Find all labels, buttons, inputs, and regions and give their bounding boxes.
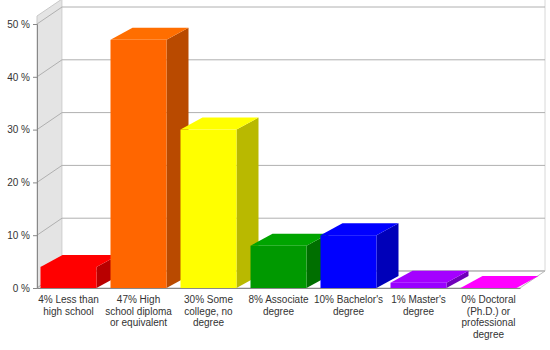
y-tick-mark [33, 235, 37, 236]
x-tick: 1% Master'sdegree [391, 288, 446, 317]
bar-top [321, 223, 399, 235]
y-tick: 0 % [13, 283, 37, 294]
y-tick-label: 0 % [13, 283, 30, 294]
x-axis: 4% Less thanhigh school 47% Highschool di… [38, 288, 521, 340]
bar-front [251, 246, 307, 288]
label-line: school diploma [105, 306, 172, 317]
y-tick-label: 20 % [7, 177, 30, 188]
label-line: 10% Bachelor's [314, 294, 383, 305]
y-tick: 10 % [7, 230, 37, 241]
bar-front [321, 235, 377, 288]
bar-top [391, 271, 469, 283]
bar [41, 255, 119, 288]
label-line: 1% Master's [391, 294, 446, 305]
bar-top [251, 234, 329, 246]
x-tick: 0% Doctoral(Ph.D.) orprofessionaldegree [461, 288, 515, 340]
x-tick-label: 0% Doctoral(Ph.D.) orprofessionaldegree [461, 294, 515, 340]
bar [461, 276, 539, 288]
x-tick: 10% Bachelor'sdegree [314, 288, 383, 317]
label-line: degree [403, 306, 435, 317]
x-tick: 47% Highschool diplomaor equivalent [105, 288, 172, 328]
x-tick-label: 47% Highschool diplomaor equivalent [105, 294, 172, 328]
bar-top [181, 118, 259, 130]
grid-line [37, 7, 545, 24]
y-tick-label: 10 % [7, 230, 30, 241]
x-tick-label: 4% Less thanhigh school [38, 294, 99, 317]
x-tick-label: 10% Bachelor'sdegree [314, 294, 383, 317]
grid [37, 7, 545, 288]
label-line: 30% Some [184, 294, 233, 305]
x-tick-label: 30% Somecollege, nodegree [184, 294, 233, 328]
bar-front [111, 40, 167, 288]
y-tick-mark [33, 182, 37, 183]
x-tick: 4% Less thanhigh school [38, 288, 99, 317]
label-line: degree [263, 306, 295, 317]
label-line: 0% Doctoral [461, 294, 515, 305]
y-tick-mark [33, 24, 37, 25]
y-tick: 40 % [7, 72, 37, 83]
bar-front [181, 130, 237, 288]
x-axis-line [38, 288, 521, 289]
bar [181, 118, 259, 288]
label-line: or equivalent [110, 317, 167, 328]
bar [111, 28, 189, 288]
bar-top [461, 276, 539, 288]
label-line: (Ph.D.) or [467, 306, 511, 317]
y-tick: 30 % [7, 124, 37, 135]
chart: 0 % 10 % 20 % 30 % 40 % 50 % 4% Less thanhigh … [0, 0, 550, 350]
x-tick-label: 1% Master'sdegree [391, 294, 446, 317]
y-tick-mark [33, 288, 37, 289]
background [37, 0, 545, 288]
bar-front [391, 283, 447, 288]
bar [391, 271, 469, 288]
y-tick-mark [33, 130, 37, 131]
bar [321, 223, 399, 288]
x-tick-label: 8% Associatedegree [248, 294, 308, 317]
label-line: professional [462, 317, 516, 328]
label-line: 8% Associate [248, 294, 308, 305]
label-line: degree [193, 317, 225, 328]
bar [251, 234, 329, 288]
label-line: degree [333, 306, 365, 317]
y-axis: 0 % 10 % 20 % 30 % 40 % 50 % [7, 19, 37, 294]
y-tick: 20 % [7, 177, 37, 188]
bar-top [41, 255, 119, 267]
y-tick-mark [33, 77, 37, 78]
bar-front [41, 267, 97, 288]
bars [41, 28, 539, 288]
label-line: college, no [184, 306, 233, 317]
label-line: 4% Less than [38, 294, 99, 305]
y-axis-line [33, 25, 38, 289]
side-wall [37, 0, 62, 288]
y-tick: 50 % [7, 19, 37, 30]
x-tick: 8% Associatedegree [248, 288, 308, 317]
x-tick: 30% Somecollege, nodegree [184, 288, 233, 328]
label-line: 47% High [117, 294, 160, 305]
y-tick-label: 30 % [7, 124, 30, 135]
bar-top [111, 28, 189, 40]
label-line: degree [473, 329, 505, 340]
y-tick-label: 50 % [7, 19, 30, 30]
label-line: high school [43, 306, 94, 317]
y-tick-label: 40 % [7, 72, 30, 83]
